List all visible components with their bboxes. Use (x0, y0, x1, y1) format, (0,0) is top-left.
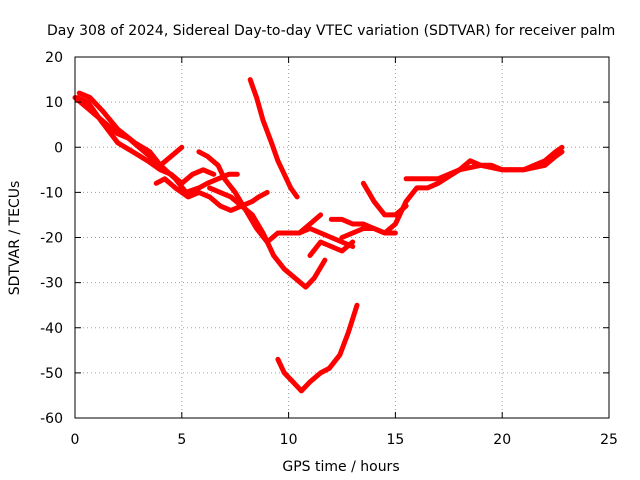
grid-lines (75, 57, 609, 418)
series-arc-9 (307, 239, 356, 258)
x-tick-label: 5 (177, 432, 186, 448)
y-axis: -60 -50 -40 -30 -20 -10 0 10 20 (40, 50, 609, 427)
y-tick-label: 0 (54, 140, 63, 156)
series-arc-3 (76, 90, 240, 195)
y-tick-label: 10 (45, 95, 63, 111)
y-tick-label: -20 (40, 231, 63, 247)
x-axis-label: GPS time / hours (282, 459, 399, 475)
y-tick-label: -30 (40, 276, 63, 292)
chart-title: Day 308 of 2024, Sidereal Day-to-day VTE… (47, 23, 615, 39)
x-tick-label: 25 (600, 432, 618, 448)
series-arc-8 (279, 212, 324, 236)
x-axis: 0 5 10 15 20 25 (71, 57, 618, 448)
y-tick-label: -40 (40, 321, 63, 337)
series-arc-6 (247, 77, 300, 200)
series-arc-5 (196, 149, 356, 249)
y-tick-label: -50 (40, 366, 63, 382)
x-tick-label: 20 (493, 432, 511, 448)
y-tick-label: 20 (45, 50, 63, 66)
x-tick-label: 15 (386, 432, 404, 448)
data-series (72, 77, 565, 394)
y-tick-label: -60 (40, 411, 63, 427)
y-axis-label: SDTVAR / TECUs (7, 181, 23, 296)
series-arc-14 (403, 144, 565, 182)
series-arc-7 (207, 185, 328, 290)
x-tick-label: 10 (280, 432, 298, 448)
series-arc-4 (153, 176, 270, 213)
y-tick-label: -10 (40, 185, 63, 201)
series-arc-11 (275, 302, 360, 394)
series-arc-2 (74, 95, 217, 186)
series-arc-13 (339, 149, 565, 240)
x-tick-label: 0 (71, 432, 80, 448)
